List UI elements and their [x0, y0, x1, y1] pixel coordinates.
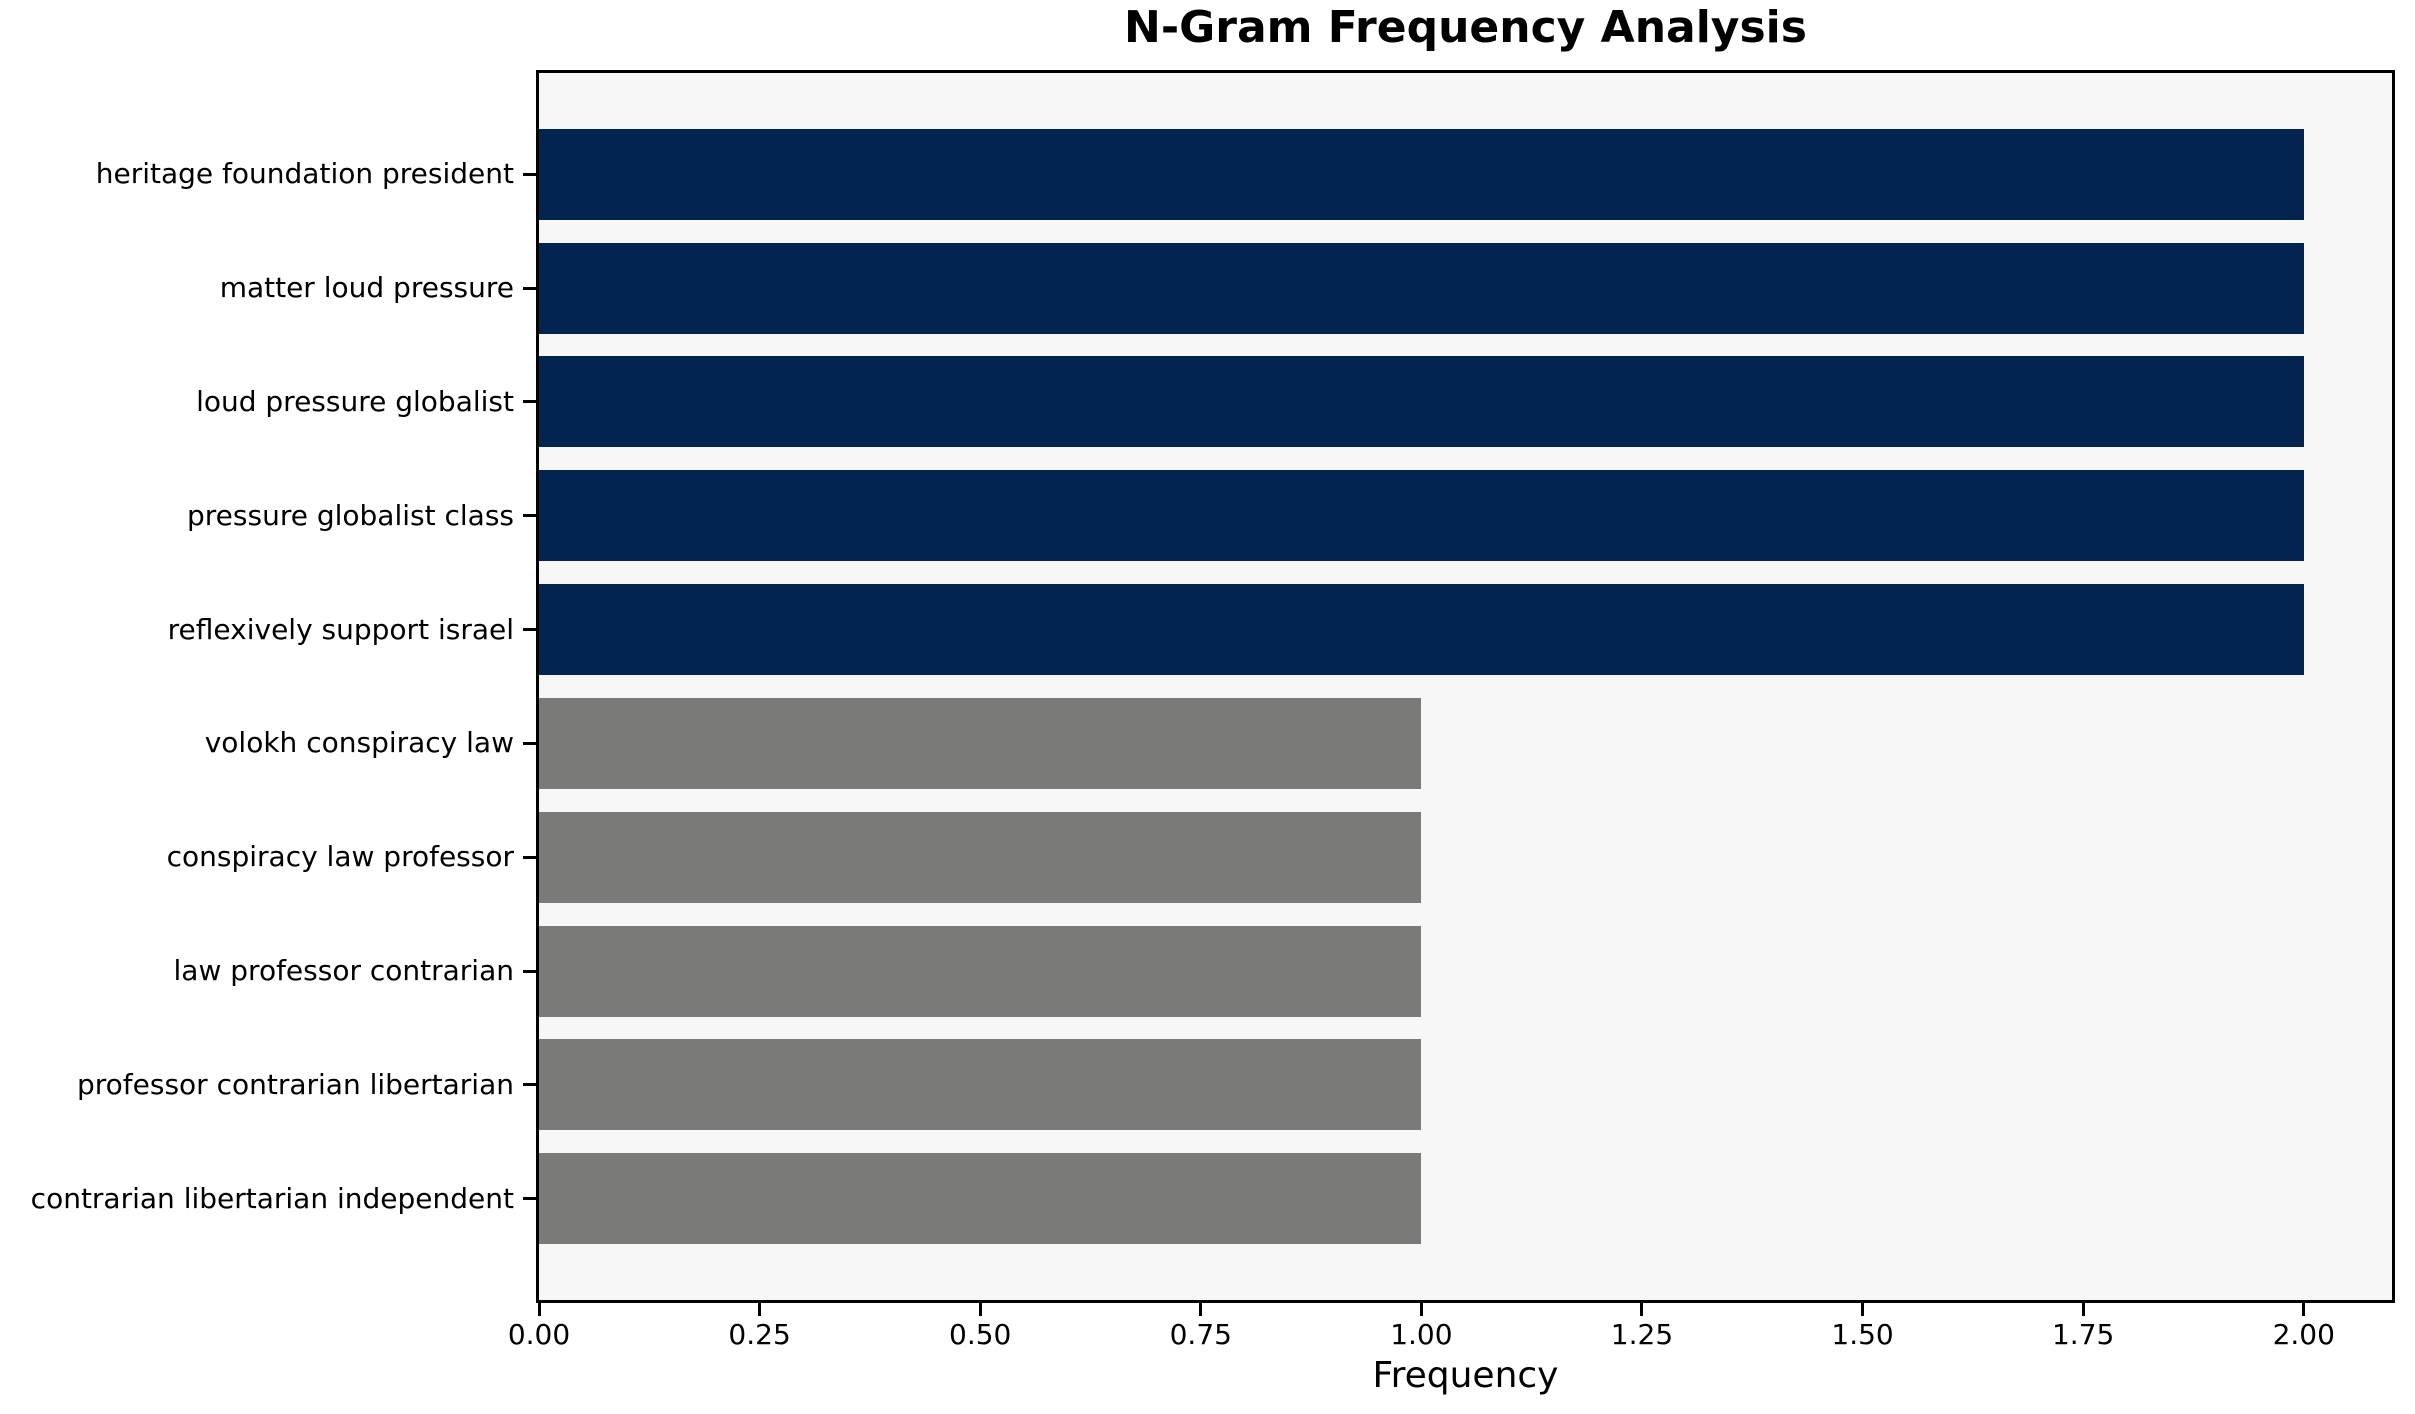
- x-tick-mark: [1419, 1303, 1423, 1316]
- y-tick-label: professor contrarian libertarian: [76, 1067, 514, 1101]
- x-tick-mark: [2081, 1303, 2085, 1316]
- y-tick-label: contrarian libertarian independent: [30, 1181, 514, 1215]
- y-tick-label: heritage foundation president: [95, 157, 514, 191]
- y-tick-label: pressure globalist class: [187, 498, 514, 532]
- y-tick-label: volokh conspiracy law: [204, 726, 514, 760]
- bar: [539, 1039, 1422, 1131]
- x-tick-mark: [2302, 1303, 2306, 1316]
- y-tick-label: law professor contrarian: [173, 954, 514, 988]
- y-tick-mark: [523, 741, 536, 745]
- x-tick-mark: [1640, 1303, 1644, 1316]
- y-tick-label: matter loud pressure: [219, 271, 514, 305]
- bar: [539, 356, 2304, 448]
- chart-title: N-Gram Frequency Analysis: [1124, 2, 1807, 53]
- x-tick-label: 0.50: [949, 1318, 1012, 1351]
- x-tick-mark: [758, 1303, 762, 1316]
- plot-area: [536, 70, 2395, 1303]
- y-tick-mark: [523, 969, 536, 973]
- y-tick-label: reflexively support israel: [167, 612, 514, 646]
- bar: [539, 584, 2304, 676]
- bar: [539, 128, 2304, 220]
- x-tick-label: 1.50: [1831, 1318, 1894, 1351]
- bar: [539, 470, 2304, 562]
- y-tick-mark: [523, 628, 536, 632]
- x-axis-label: Frequency: [1372, 1355, 1559, 1396]
- x-tick-mark: [537, 1303, 541, 1316]
- y-tick-mark: [523, 855, 536, 859]
- x-tick-label: 0.75: [1169, 1318, 1232, 1351]
- y-tick-mark: [523, 514, 536, 518]
- y-tick-mark: [523, 286, 536, 290]
- x-tick-mark: [978, 1303, 982, 1316]
- x-tick-label: 1.25: [1610, 1318, 1674, 1351]
- y-tick-mark: [523, 400, 536, 404]
- x-tick-mark: [1199, 1303, 1203, 1316]
- bar: [539, 697, 1422, 789]
- x-tick-label: 1.75: [2051, 1318, 2115, 1351]
- x-tick-label: 2.00: [2272, 1318, 2335, 1351]
- y-tick-mark: [523, 1083, 536, 1087]
- y-tick-label: conspiracy law professor: [166, 840, 514, 874]
- bar: [539, 811, 1422, 903]
- x-tick-label: 1.00: [1390, 1318, 1453, 1351]
- y-tick-mark: [523, 172, 536, 176]
- bar: [539, 242, 2304, 334]
- x-tick-mark: [1861, 1303, 1865, 1316]
- bar: [539, 925, 1422, 1017]
- x-tick-label: 0.25: [728, 1318, 791, 1351]
- bar: [539, 1153, 1422, 1245]
- x-tick-label: 0.00: [507, 1318, 571, 1351]
- y-tick-mark: [523, 1197, 536, 1201]
- y-tick-label: loud pressure globalist: [196, 384, 514, 418]
